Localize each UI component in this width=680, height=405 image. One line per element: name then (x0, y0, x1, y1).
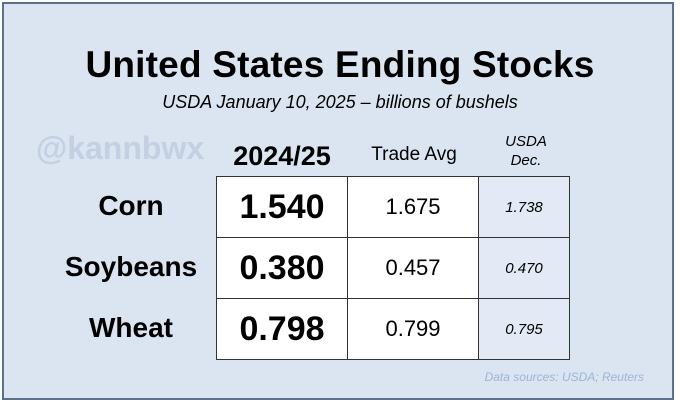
table-row-wheat: 0.798 0.799 0.795 (216, 298, 570, 360)
page-title: United States Ending Stocks (85, 44, 595, 85)
row-label-corn: Corn (98, 190, 164, 221)
data-sources-note: Data sources: USDA; Reuters (484, 370, 644, 384)
watermark: @kannbwx (36, 130, 205, 166)
ending-stocks-table: 1.540 1.675 1.738 0.380 0.457 0.470 0.79… (216, 176, 570, 360)
cell-soybeans-2024-25: 0.380 (216, 237, 348, 299)
cell-soybeans-usda-dec: 0.470 (478, 237, 570, 299)
cell-wheat-usda-dec: 0.795 (478, 298, 570, 360)
table-row-corn: 1.540 1.675 1.738 (216, 176, 570, 238)
cell-wheat-trade-avg: 0.799 (347, 298, 479, 360)
cell-corn-usda-dec: 1.738 (478, 176, 570, 238)
page-subtitle: USDA January 10, 2025 – billions of bush… (162, 92, 518, 112)
row-label-soybeans: Soybeans (64, 251, 198, 282)
column-header-usda-dec-line1: USDA (505, 133, 547, 150)
column-header-usda-dec: USDA Dec. (480, 132, 572, 170)
column-header-2024-25: 2024/25 (233, 141, 331, 171)
column-header-trade-avg: Trade Avg (371, 144, 457, 165)
cell-soybeans-trade-avg: 0.457 (347, 237, 479, 299)
table-row-soybeans: 0.380 0.457 0.470 (216, 237, 570, 299)
infographic-frame: United States Ending Stocks USDA January… (2, 2, 674, 400)
cell-corn-2024-25: 1.540 (216, 176, 348, 238)
column-header-usda-dec-line2: Dec. (510, 152, 542, 169)
cell-corn-trade-avg: 1.675 (347, 176, 479, 238)
cell-wheat-2024-25: 0.798 (216, 298, 348, 360)
row-label-wheat: Wheat (89, 312, 173, 343)
